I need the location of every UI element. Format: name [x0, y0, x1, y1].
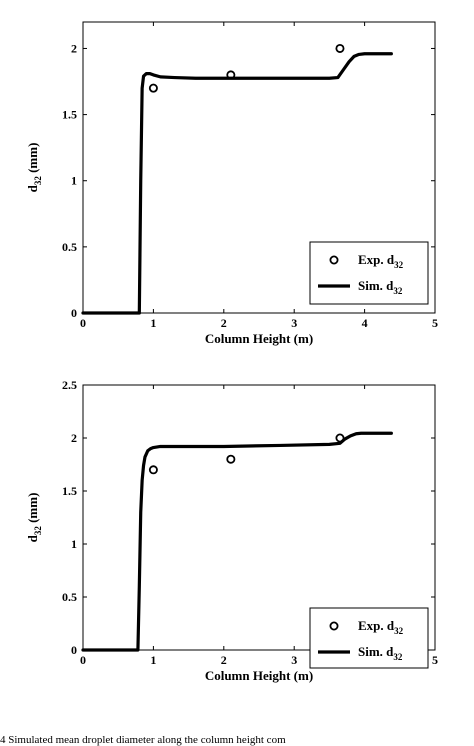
x-tick-label: 4 [362, 316, 368, 330]
y-tick-label: 2.5 [62, 378, 77, 392]
plot-frame [82, 21, 436, 314]
legend: Exp. d32 Sim. d32 [309, 241, 429, 305]
y-axis-label-group: d32 (mm) [25, 143, 43, 193]
legend-box [309, 607, 429, 669]
x-tick-label: 0 [80, 653, 86, 667]
legend: Exp. d32 Sim. d32 [309, 607, 429, 669]
y-axis-label: d32 (mm) [25, 143, 43, 193]
plot-frame [82, 384, 436, 651]
y-tick-label: 0.5 [62, 240, 77, 254]
x-axis-label: Column Height (m) [205, 331, 313, 346]
x-tick-label: 5 [432, 316, 438, 330]
x-tick-label: 1 [150, 316, 156, 330]
y-tick-label: 0 [71, 643, 77, 657]
x-tick-label: 0 [80, 316, 86, 330]
y-tick-label: 1 [71, 174, 77, 188]
y-axis-label: d32 (mm) [25, 493, 43, 543]
x-tick-label: 3 [291, 316, 297, 330]
legend-marker-swatch [329, 621, 339, 631]
sim-series-line [81, 52, 393, 315]
y-tick-label: 1.5 [62, 484, 77, 498]
legend-box [309, 241, 429, 305]
y-tick-label: 0.5 [62, 590, 77, 604]
legend-entry-label: Sim. d32 [358, 278, 403, 296]
legend-entry-label: Sim. d32 [358, 644, 403, 662]
x-tick-label: 5 [432, 653, 438, 667]
exp-data-point [148, 83, 158, 93]
exp-data-point [335, 43, 345, 53]
figure-caption: 4 Simulated mean droplet diameter along … [0, 734, 286, 746]
y-tick-label: 0 [71, 306, 77, 320]
legend-entry-label: Exp. d32 [358, 618, 404, 636]
x-tick-label: 1 [150, 653, 156, 667]
exp-data-point [226, 454, 236, 464]
x-tick-label: 2 [221, 316, 227, 330]
y-tick-label: 2 [71, 431, 77, 445]
legend-marker-swatch [329, 255, 339, 265]
legend-entry-label: Exp. d32 [358, 252, 404, 270]
x-axis-label: Column Height (m) [205, 668, 313, 683]
y-tick-label: 1 [71, 537, 77, 551]
exp-data-point [148, 465, 158, 475]
x-tick-label: 3 [291, 653, 297, 667]
y-axis-label-group: d32 (mm) [25, 493, 43, 543]
y-tick-label: 1.5 [62, 108, 77, 122]
y-tick-label: 2 [71, 41, 77, 55]
sim-series-line [81, 431, 393, 652]
x-tick-label: 2 [221, 653, 227, 667]
